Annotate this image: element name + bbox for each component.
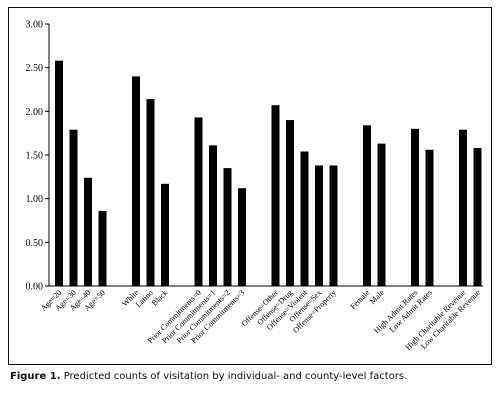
bar bbox=[459, 129, 467, 286]
bar bbox=[473, 148, 482, 286]
bar bbox=[425, 149, 434, 286]
bar bbox=[161, 183, 169, 286]
y-tick-label: 3.00 bbox=[26, 20, 44, 31]
y-tick-label: 1.00 bbox=[26, 194, 44, 205]
bar bbox=[69, 129, 78, 286]
caption-text: Predicted counts of visitation by indivi… bbox=[63, 371, 408, 382]
y-tick-label: 2.50 bbox=[26, 63, 44, 74]
bar bbox=[194, 117, 203, 287]
bar bbox=[315, 165, 323, 286]
bar bbox=[84, 177, 92, 286]
bar bbox=[363, 125, 371, 286]
bar bbox=[300, 151, 309, 286]
bar bbox=[209, 145, 217, 286]
bar bbox=[132, 76, 140, 287]
bar bbox=[98, 210, 107, 286]
bar-chart: 0.000.501.001.502.002.503.00Age=20Age=30… bbox=[26, 20, 483, 352]
bar bbox=[411, 128, 419, 286]
bar bbox=[271, 105, 280, 286]
bar bbox=[329, 165, 338, 286]
y-tick-label: 0.50 bbox=[26, 238, 44, 249]
bar bbox=[377, 143, 386, 286]
figure-caption: Figure 1. Predicted counts of visitation… bbox=[10, 371, 494, 382]
y-tick-label: 2.00 bbox=[26, 107, 44, 118]
caption-label: Figure 1. bbox=[10, 371, 61, 382]
chart-frame: 0.00 0.50 1.00 1.50 2.00 2.50 3.00 Age=20 Age=30… bbox=[8, 7, 492, 365]
bar bbox=[55, 60, 63, 287]
y-tick-label: 1.50 bbox=[26, 151, 44, 162]
bar bbox=[238, 188, 246, 286]
x-category-label: Male bbox=[368, 288, 386, 306]
y-tick-label: 0.00 bbox=[26, 282, 44, 293]
bar bbox=[146, 99, 155, 287]
bar bbox=[223, 168, 232, 286]
x-category-label: Black bbox=[150, 288, 170, 308]
bar bbox=[286, 120, 294, 286]
